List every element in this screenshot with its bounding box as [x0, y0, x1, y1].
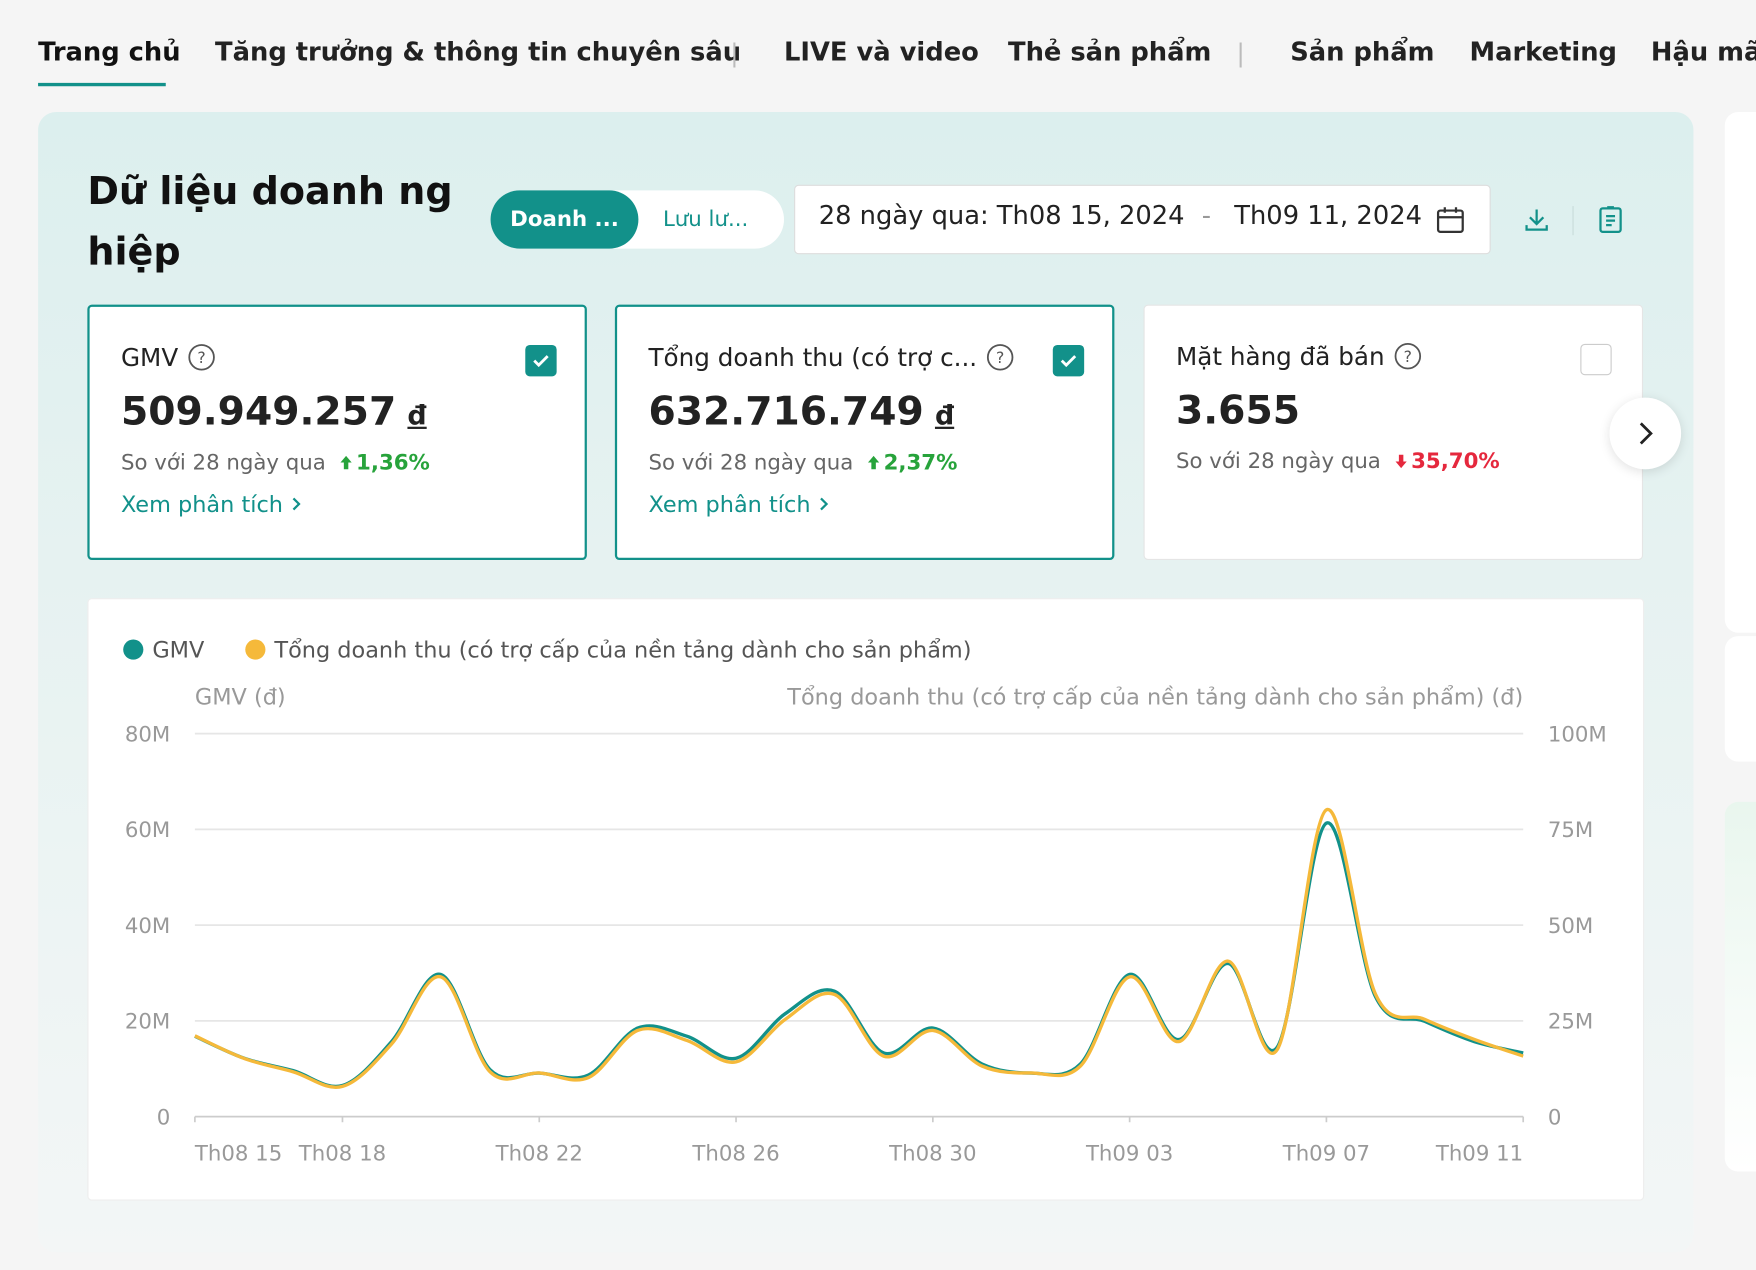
comparison-label: So với 28 ngày qua: [648, 450, 854, 475]
y-tick-label: 80M: [125, 722, 170, 747]
divider: [1572, 206, 1574, 236]
separator: |: [1236, 40, 1245, 69]
chevron-icon: [283, 491, 303, 518]
nav-tab[interactable]: Thẻ sản phẩm: [1008, 38, 1212, 68]
nav-tab[interactable]: Marketing: [1469, 38, 1617, 68]
comparison: So với 28 ngày qua 35,70%: [1176, 449, 1500, 474]
metric-card[interactable]: Tổng doanh thu (có trợ c...? 632.716.749 đ…: [614, 304, 1115, 560]
x-tick-label: Th08 15: [194, 1141, 282, 1166]
chart-card: [87, 598, 1645, 1201]
download-icon[interactable]: [1523, 206, 1550, 233]
svg-text:?: ?: [198, 348, 206, 367]
metric-value-text: 632.716.749: [648, 389, 924, 435]
trend-arrow: [1381, 449, 1411, 474]
date-end: Th09 11, 2024: [1234, 201, 1422, 231]
trend-arrow: [326, 450, 356, 475]
x-tick-label: Th09 11: [1435, 1141, 1523, 1166]
x-tick-label: Th09 03: [1085, 1141, 1173, 1166]
metric-value-text: 3.655: [1176, 388, 1301, 434]
checkbox[interactable]: [1052, 344, 1085, 377]
metric-label-text: GMV: [120, 344, 179, 373]
metric-label-text: Tổng doanh thu (có trợ c...: [648, 344, 978, 373]
y-tick-label: 40M: [125, 914, 170, 939]
y2-tick-label: 0: [1548, 1105, 1562, 1130]
comparison: So với 28 ngày qua 2,37%: [648, 450, 957, 475]
y-tick-label: 60M: [125, 818, 170, 843]
y2-tick-label: 100M: [1548, 722, 1607, 747]
series-line: [194, 821, 1524, 1089]
tab-underline: [38, 82, 166, 87]
analysis-link-text: Xem phân tích: [648, 490, 811, 518]
analysis-link[interactable]: Xem phân tích: [120, 490, 303, 518]
y-axis-title: GMV (đ): [195, 684, 286, 710]
y2-tick-label: 75M: [1548, 818, 1593, 843]
nav-tab[interactable]: Sản phẩm: [1290, 38, 1435, 68]
analysis-link[interactable]: Xem phân tích: [648, 490, 831, 518]
date-start: Th08 15, 2024: [996, 201, 1185, 231]
y-tick-label: 20M: [125, 1010, 170, 1035]
toggle-option[interactable]: Doanh ...: [490, 190, 639, 249]
analysis-link-text: Xem phân tích: [120, 490, 284, 518]
legend-marker: [245, 639, 266, 660]
x-tick-label: Th08 30: [888, 1141, 976, 1166]
checkbox[interactable]: [1580, 343, 1612, 376]
x-tick-label: Th09 07: [1282, 1141, 1370, 1166]
change-value: 2,37%: [883, 450, 958, 475]
svg-text:?: ?: [1404, 347, 1412, 366]
date-prefix: 28 ngày qua:: [818, 201, 989, 231]
comparison: So với 28 ngày qua 1,36%: [121, 450, 430, 475]
help-icon: ?: [1385, 342, 1423, 372]
series-line: [194, 808, 1524, 1089]
comparison-label: So với 28 ngày qua: [1176, 449, 1381, 474]
metric-value: 632.716.749 đ: [648, 390, 954, 435]
toggle-option[interactable]: Lưu lư...: [662, 207, 749, 232]
side-panel: [1724, 112, 1756, 633]
change-value: 1,36%: [356, 450, 430, 475]
metric-card[interactable]: Mặt hàng đã bán? 3.655 So với 28 ngày qua 3…: [1143, 304, 1644, 560]
y2-tick-label: 25M: [1548, 1010, 1593, 1035]
trend-arrow: [853, 450, 883, 475]
change-value: 35,70%: [1411, 449, 1500, 474]
x-tick-label: Th08 26: [691, 1141, 779, 1166]
legend-label: GMV: [152, 637, 205, 663]
side-panel: [1724, 636, 1756, 762]
date-separator: -: [1201, 201, 1212, 231]
y2-axis-title: Tổng doanh thu (có trợ cấp của nền tảng …: [786, 684, 1523, 710]
metric-label: Tổng doanh thu (có trợ c...?: [648, 343, 1015, 373]
report-icon[interactable]: [1597, 205, 1624, 234]
legend-marker: [123, 639, 144, 660]
nav-tab[interactable]: Hậu mãi: [1650, 38, 1756, 68]
metric-label: GMV?: [121, 343, 216, 373]
chevron-icon: [811, 491, 831, 518]
metric-label: Mặt hàng đã bán?: [1176, 342, 1423, 372]
separator: |: [730, 40, 739, 69]
y-tick-label: 0: [157, 1105, 171, 1130]
y2-tick-label: 50M: [1548, 914, 1593, 939]
calendar-icon: [1436, 207, 1464, 233]
checkbox[interactable]: [525, 344, 557, 377]
svg-text:?: ?: [996, 348, 1004, 367]
help-icon: ?: [977, 344, 1015, 373]
metric-value: 509.949.257 đ: [121, 390, 427, 435]
side-panel: [1724, 801, 1756, 1172]
section-title: Dữ liệu doanh nghiệp: [87, 169, 453, 275]
metric-label-text: Mặt hàng đã bán: [1176, 343, 1385, 372]
x-tick-label: Th08 18: [298, 1141, 386, 1166]
legend-label: Tổng doanh thu (có trợ cấp của nền tảng …: [273, 637, 971, 663]
metric-value-text: 509.949.257: [120, 389, 397, 435]
metric-value: 3.655: [1176, 389, 1300, 434]
currency-unit: đ: [407, 399, 427, 432]
nav-tab[interactable]: Tăng trưởng & thông tin chuyên sâu: [215, 38, 742, 68]
date-picker[interactable]: [794, 184, 1491, 255]
next-button[interactable]: [1609, 397, 1682, 470]
comparison-label: So với 28 ngày qua: [120, 450, 326, 475]
metric-card[interactable]: GMV? 509.949.257 đ So với 28 ngày qua 1,36% X…: [87, 304, 587, 560]
nav-tab[interactable]: LIVE và video: [784, 38, 979, 68]
help-icon: ?: [178, 344, 216, 373]
nav-tab[interactable]: Trang chủ: [38, 38, 181, 68]
x-tick-label: Th08 22: [495, 1141, 583, 1166]
currency-unit: đ: [934, 399, 955, 432]
